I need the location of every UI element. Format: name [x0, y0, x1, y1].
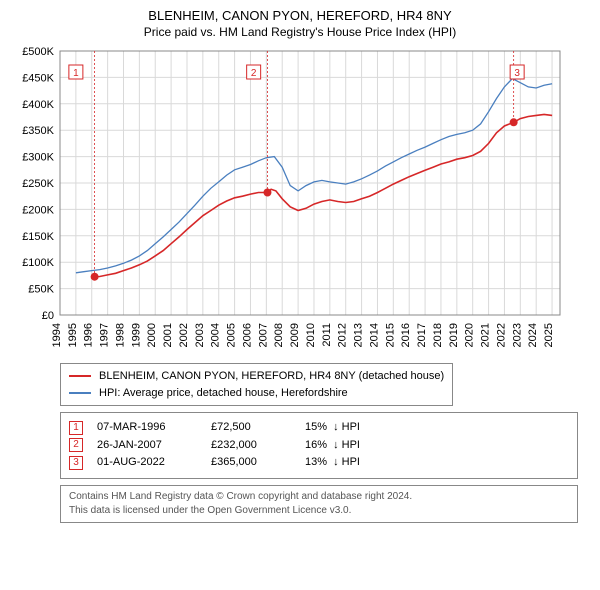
- chart-subtitle: Price paid vs. HM Land Registry's House …: [10, 25, 590, 39]
- event-marker-icon: 2: [69, 438, 83, 452]
- arrow-down-icon: [330, 456, 339, 468]
- arrow-down-icon: [330, 439, 339, 451]
- svg-text:£0: £0: [42, 310, 54, 322]
- svg-text:2011: 2011: [321, 323, 333, 347]
- svg-text:£150K: £150K: [22, 231, 54, 243]
- svg-text:2009: 2009: [289, 323, 301, 347]
- legend-label: BLENHEIM, CANON PYON, HEREFORD, HR4 8NY …: [99, 368, 444, 385]
- svg-text:2023: 2023: [511, 323, 523, 347]
- svg-text:2016: 2016: [400, 323, 412, 347]
- event-row: 1 07-MAR-1996 £72,500 15% HPI: [69, 419, 569, 437]
- svg-text:2018: 2018: [432, 323, 444, 347]
- legend: BLENHEIM, CANON PYON, HEREFORD, HR4 8NY …: [60, 363, 453, 406]
- event-date: 07-MAR-1996: [97, 419, 197, 437]
- event-price: £72,500: [211, 419, 291, 437]
- svg-text:2008: 2008: [273, 323, 285, 347]
- event-date: 26-JAN-2007: [97, 437, 197, 455]
- line-chart-svg: £0 £50K £100K £150K £200K £250K £300K £350K £400…: [10, 45, 570, 355]
- svg-text:2000: 2000: [146, 323, 158, 347]
- event-row: 2 26-JAN-2007 £232,000 16% HPI: [69, 437, 569, 455]
- svg-text:£250K: £250K: [22, 178, 54, 190]
- event-row: 3 01-AUG-2022 £365,000 13% HPI: [69, 454, 569, 472]
- svg-text:2015: 2015: [384, 323, 396, 347]
- svg-text:2020: 2020: [464, 323, 476, 347]
- svg-text:2005: 2005: [226, 323, 238, 347]
- svg-text:1998: 1998: [114, 323, 126, 347]
- arrow-down-icon: [330, 421, 339, 433]
- svg-text:£400K: £400K: [22, 99, 54, 111]
- svg-text:1995: 1995: [67, 323, 79, 347]
- event-price: £232,000: [211, 437, 291, 455]
- svg-text:1997: 1997: [99, 323, 111, 347]
- chart-container: BLENHEIM, CANON PYON, HEREFORD, HR4 8NY …: [0, 0, 600, 527]
- event-marker-icon: 1: [69, 421, 83, 435]
- svg-text:1994: 1994: [51, 323, 63, 347]
- chart-plot: £0 £50K £100K £150K £200K £250K £300K £350K £400…: [10, 45, 590, 355]
- legend-label: HPI: Average price, detached house, Here…: [99, 385, 348, 402]
- attribution-line: Contains HM Land Registry data © Crown c…: [69, 490, 569, 504]
- svg-text:2024: 2024: [527, 323, 539, 347]
- event-delta: 15% HPI: [305, 419, 360, 437]
- event-delta: 16% HPI: [305, 437, 360, 455]
- svg-text:2017: 2017: [416, 323, 428, 347]
- svg-text:2010: 2010: [305, 323, 317, 347]
- legend-item-property: BLENHEIM, CANON PYON, HEREFORD, HR4 8NY …: [69, 368, 444, 385]
- chart-title: BLENHEIM, CANON PYON, HEREFORD, HR4 8NY: [10, 8, 590, 23]
- svg-text:£500K: £500K: [22, 46, 54, 58]
- svg-text:£350K: £350K: [22, 125, 54, 137]
- attribution: Contains HM Land Registry data © Crown c…: [60, 485, 578, 523]
- svg-text:2022: 2022: [495, 323, 507, 347]
- events-table: 1 07-MAR-1996 £72,500 15% HPI 2 26-JAN-2007 £2…: [60, 412, 578, 479]
- event-date: 01-AUG-2022: [97, 454, 197, 472]
- svg-text:2006: 2006: [241, 323, 253, 347]
- svg-text:2002: 2002: [178, 323, 190, 347]
- attribution-line: This data is licensed under the Open Gov…: [69, 504, 569, 518]
- svg-text:2013: 2013: [353, 323, 365, 347]
- svg-text:2007: 2007: [257, 323, 269, 347]
- svg-text:3: 3: [514, 68, 520, 79]
- svg-text:2025: 2025: [543, 323, 555, 347]
- svg-text:2003: 2003: [194, 323, 206, 347]
- svg-text:£100K: £100K: [22, 257, 54, 269]
- event-marker-icon: 3: [69, 456, 83, 470]
- svg-text:1: 1: [73, 68, 79, 79]
- svg-text:2012: 2012: [337, 323, 349, 347]
- legend-swatch: [69, 375, 91, 377]
- svg-text:2004: 2004: [210, 323, 222, 347]
- legend-swatch: [69, 392, 91, 394]
- svg-text:2021: 2021: [480, 323, 492, 347]
- svg-text:2001: 2001: [162, 323, 174, 347]
- svg-text:1999: 1999: [130, 323, 142, 347]
- svg-text:2014: 2014: [368, 323, 380, 347]
- event-price: £365,000: [211, 454, 291, 472]
- svg-text:2: 2: [251, 68, 257, 79]
- legend-item-hpi: HPI: Average price, detached house, Here…: [69, 385, 444, 402]
- svg-text:2019: 2019: [448, 323, 460, 347]
- svg-text:1996: 1996: [83, 323, 95, 347]
- svg-text:£50K: £50K: [28, 284, 54, 296]
- svg-text:£450K: £450K: [22, 72, 54, 84]
- svg-text:£300K: £300K: [22, 152, 54, 164]
- svg-text:£200K: £200K: [22, 204, 54, 216]
- event-delta: 13% HPI: [305, 454, 360, 472]
